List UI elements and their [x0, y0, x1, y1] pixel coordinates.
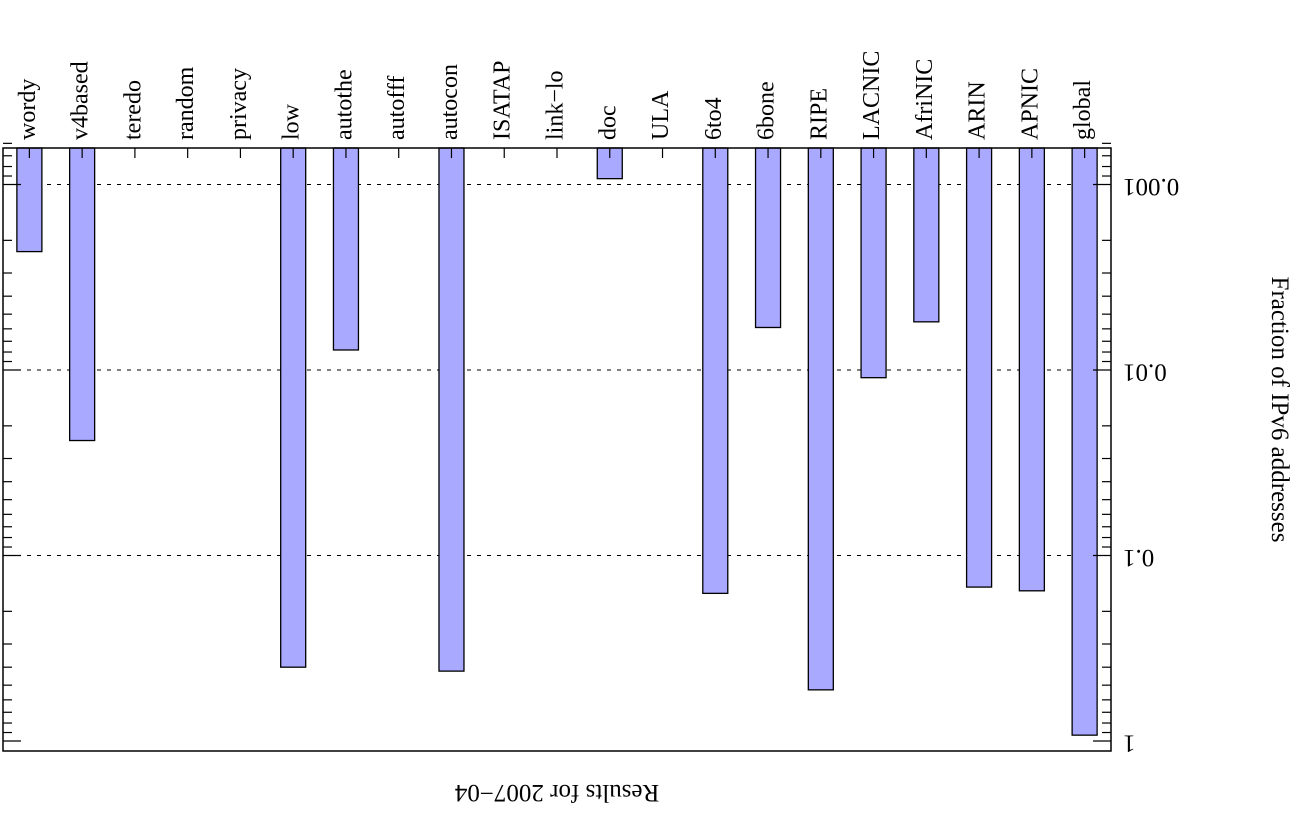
- bar-6bone: [754, 147, 782, 329]
- category-label: random: [173, 66, 199, 140]
- category-label: ULA: [648, 90, 674, 140]
- category-label: 6to4: [701, 97, 727, 140]
- category-label: AfriNIC: [912, 59, 938, 140]
- category-label: APNIC: [1017, 68, 1043, 140]
- category-label: autofff: [384, 76, 410, 140]
- axis-ticks: [3, 142, 1111, 742]
- category-label: v4based: [68, 61, 94, 140]
- category-label: ISATAP: [490, 61, 516, 140]
- category-label: privacy: [226, 68, 252, 140]
- value-tick-label: 1: [1123, 729, 1136, 756]
- bar-v4based: [68, 147, 96, 442]
- value-tick-label: 0.001: [1123, 173, 1179, 200]
- bar-wordy: [16, 147, 43, 253]
- category-label: RIPE: [806, 88, 832, 140]
- bar-low: [280, 147, 307, 668]
- bar-autothe: [332, 147, 360, 351]
- y-axis-title: Fraction of IPv6 addresses: [1266, 277, 1293, 543]
- bar-6to4: [702, 147, 729, 595]
- category-label: global: [1070, 80, 1096, 140]
- bar-lacnic: [860, 147, 887, 379]
- category-label: wordy: [15, 79, 41, 140]
- gridlines: [3, 184, 1111, 556]
- category-label: link−lo: [543, 70, 569, 140]
- bar-global: [1071, 147, 1098, 736]
- category-label: ARIN: [965, 81, 991, 140]
- plot-frame: [2, 147, 1112, 752]
- category-label: teredo: [120, 80, 146, 140]
- bar-afrinic: [913, 147, 940, 323]
- x-axis-title: Results for 2007−04: [454, 779, 659, 806]
- category-labels: global APNIC ARIN AfriNIC LACNIC RIPE 6bone 6to…: [15, 51, 1096, 140]
- category-label: autocon: [437, 64, 463, 140]
- category-label: LACNIC: [859, 51, 885, 140]
- bars: [16, 147, 1098, 736]
- category-label: autothe: [331, 69, 357, 140]
- value-tick-label: 0.01: [1123, 358, 1167, 385]
- value-tick-labels: 0.001 0.01 0.1 1: [1123, 173, 1179, 757]
- value-tick-label: 0.1: [1123, 544, 1154, 571]
- bar-apnic: [1018, 147, 1046, 592]
- category-label: 6bone: [754, 81, 780, 140]
- category-label: doc: [595, 105, 621, 140]
- bar-arin: [965, 147, 993, 588]
- category-label: low: [279, 103, 305, 140]
- bar-autocon: [438, 147, 465, 672]
- bar-ripe: [807, 147, 834, 691]
